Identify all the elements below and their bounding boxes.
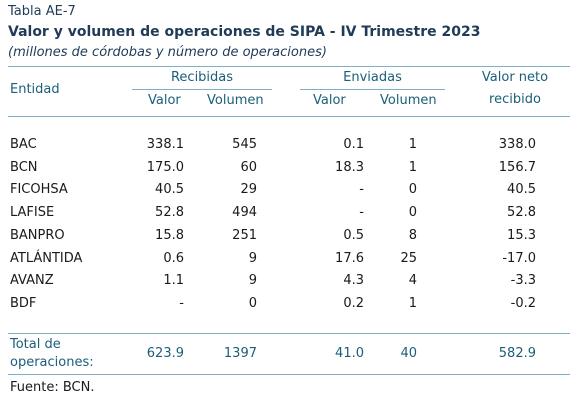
cell-env-valor: - xyxy=(359,205,364,221)
total-env-vol: 40 xyxy=(400,346,417,361)
total-rec-valor: 623.9 xyxy=(146,346,184,361)
cell-env-valor: 0.5 xyxy=(343,227,364,243)
header-rule-bottom xyxy=(8,116,570,117)
cell-env-vol: 0 xyxy=(408,182,417,198)
header-rec-valor: Valor xyxy=(148,93,181,108)
cell-env-valor: - xyxy=(359,182,364,198)
cell-env-valor: 17.6 xyxy=(335,250,364,266)
cell-neto: -17.0 xyxy=(502,250,536,266)
total-neto: 582.9 xyxy=(498,346,536,361)
cell-rec-valor: 338.1 xyxy=(146,137,184,152)
total-rule-bottom xyxy=(8,374,570,375)
total-env-valor: 41.0 xyxy=(335,346,364,361)
cell-rec-vol: 494 xyxy=(232,205,257,221)
cell-rec-valor: 175.0 xyxy=(146,159,184,175)
source-note: Fuente: BCN. xyxy=(10,380,95,395)
cell-neto: 338.0 xyxy=(498,137,536,152)
cell-rec-valor: 52.8 xyxy=(155,205,184,221)
total-rule-top xyxy=(8,333,570,334)
cell-entidad: LAFISE xyxy=(10,205,55,221)
cell-env-vol: 25 xyxy=(400,250,417,266)
recibidas-underline xyxy=(132,89,272,90)
cell-rec-vol: 9 xyxy=(248,250,257,266)
cell-entidad: BAC xyxy=(10,137,37,152)
header-valor-neto: Valor neto xyxy=(481,70,549,85)
header-entidad: Entidad xyxy=(10,82,60,97)
cell-rec-vol: 60 xyxy=(240,159,257,175)
cell-rec-valor: 40.5 xyxy=(155,182,184,198)
header-env-volumen: Volumen xyxy=(380,93,437,108)
cell-env-vol: 8 xyxy=(408,227,417,243)
cell-env-valor: 4.3 xyxy=(343,273,364,289)
cell-env-valor: 0.2 xyxy=(343,295,364,311)
total-label-1: Total de xyxy=(10,337,61,352)
header-recibidas: Recibidas xyxy=(170,70,234,85)
table-title: Valor y volumen de operaciones de SIPA -… xyxy=(8,24,481,40)
cell-rec-vol: 251 xyxy=(232,227,257,243)
cell-env-vol: 1 xyxy=(408,295,417,311)
header-enviadas: Enviadas xyxy=(343,70,402,85)
cell-rec-vol: 9 xyxy=(248,273,257,289)
cell-env-vol: 1 xyxy=(408,137,417,152)
header-rec-volumen: Volumen xyxy=(207,93,264,108)
header-rule-top xyxy=(8,66,570,67)
cell-neto: 52.8 xyxy=(507,205,536,221)
cell-entidad: BCN xyxy=(10,159,38,175)
cell-env-vol: 0 xyxy=(408,205,417,221)
table-label: Tabla AE-7 xyxy=(8,4,76,19)
header-env-valor: Valor xyxy=(313,93,346,108)
cell-neto: 40.5 xyxy=(507,182,536,198)
total-label-2: operaciones: xyxy=(10,355,94,370)
cell-entidad: BDF xyxy=(10,295,37,311)
header-recibido: recibido xyxy=(489,92,541,107)
cell-neto: -0.2 xyxy=(510,295,536,311)
cell-entidad: FICOHSA xyxy=(10,182,68,198)
cell-rec-valor: 1.1 xyxy=(163,273,184,289)
cell-neto: 156.7 xyxy=(498,159,536,175)
cell-rec-valor: - xyxy=(179,295,184,311)
cell-env-vol: 4 xyxy=(408,273,417,289)
cell-rec-vol: 545 xyxy=(232,137,257,152)
cell-neto: 15.3 xyxy=(507,227,536,243)
cell-rec-valor: 0.6 xyxy=(163,250,184,266)
cell-env-valor: 0.1 xyxy=(343,137,364,152)
cell-entidad: BANPRO xyxy=(10,227,65,243)
cell-env-valor: 18.3 xyxy=(335,159,364,175)
cell-entidad: AVANZ xyxy=(10,273,54,289)
cell-neto: -3.3 xyxy=(510,273,536,289)
cell-rec-vol: 0 xyxy=(248,295,257,311)
cell-env-vol: 1 xyxy=(408,159,417,175)
cell-entidad: ATLÁNTIDA xyxy=(10,250,83,266)
cell-rec-valor: 15.8 xyxy=(155,227,184,243)
total-rec-vol: 1397 xyxy=(223,346,257,361)
enviadas-underline xyxy=(300,89,445,90)
table-subtitle: (millones de córdobas y número de operac… xyxy=(8,45,327,60)
cell-rec-vol: 29 xyxy=(240,182,257,198)
